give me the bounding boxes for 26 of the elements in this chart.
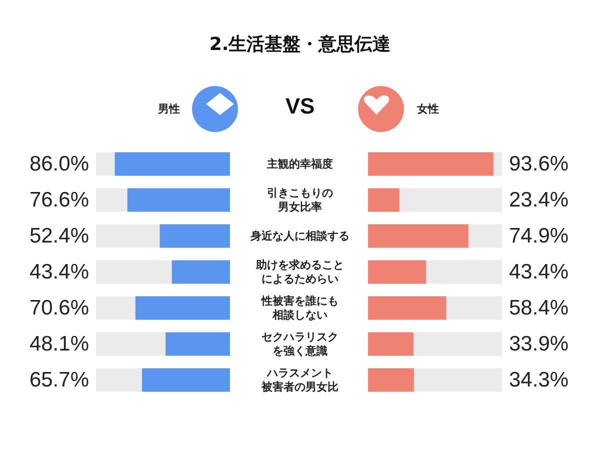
data-label: 74.9% xyxy=(509,224,569,248)
y-tick-label: 引きこもりの男女比率 xyxy=(267,186,333,214)
data-label: 65.7% xyxy=(29,368,89,392)
y-tick-label: セクハラリスクを強く意識 xyxy=(262,330,338,358)
data-label: 43.4% xyxy=(509,260,569,284)
data-label: 70.6% xyxy=(29,296,89,320)
y-tick-label: 主観的幸福度 xyxy=(266,158,333,170)
data-label: 34.3% xyxy=(509,368,569,392)
text: 2.生活基盤・意思伝達 xyxy=(208,33,392,57)
bar xyxy=(368,188,400,212)
text: VS xyxy=(285,94,315,118)
text: 女性 xyxy=(416,102,439,116)
text: 男性 xyxy=(157,102,180,116)
data-label: 76.6% xyxy=(29,188,89,212)
y-tick-label: ハラスメント被害者の男女比 xyxy=(260,366,338,394)
data-label: 58.4% xyxy=(509,296,569,320)
y-tick-label: 助けを求めることによるためらい xyxy=(255,258,344,286)
data-label: 52.4% xyxy=(29,224,89,248)
data-label: 86.0% xyxy=(29,152,89,176)
data-label: 23.4% xyxy=(509,188,569,212)
y-tick-label: 身近な人に相談する xyxy=(250,230,350,242)
data-label: 33.9% xyxy=(509,332,569,356)
data-label: 43.4% xyxy=(29,260,89,284)
data-label: 48.1% xyxy=(29,332,89,356)
y-tick-label: 性被害を誰にも相談しない xyxy=(260,294,338,322)
data-label: 93.6% xyxy=(509,152,569,176)
